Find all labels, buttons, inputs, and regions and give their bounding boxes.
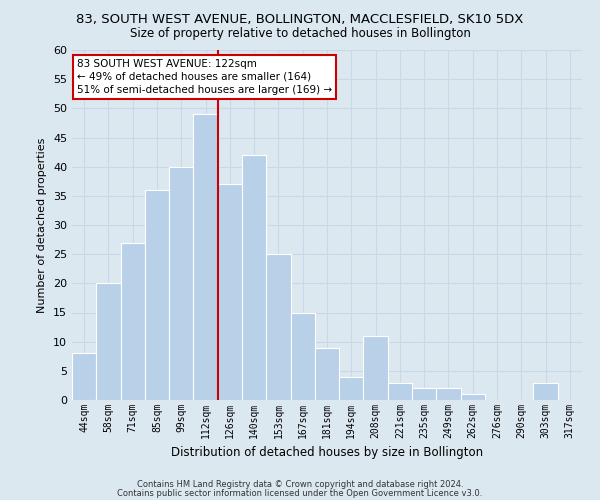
Text: 83 SOUTH WEST AVENUE: 122sqm
← 49% of detached houses are smaller (164)
51% of s: 83 SOUTH WEST AVENUE: 122sqm ← 49% of de… [77,58,332,95]
Bar [145,190,169,400]
Bar [218,184,242,400]
X-axis label: Distribution of detached houses by size in Bollington: Distribution of detached houses by size … [171,446,483,460]
Bar [193,114,218,400]
Text: 83, SOUTH WEST AVENUE, BOLLINGTON, MACCLESFIELD, SK10 5DX: 83, SOUTH WEST AVENUE, BOLLINGTON, MACCL… [76,12,524,26]
Y-axis label: Number of detached properties: Number of detached properties [37,138,47,312]
Text: Contains HM Land Registry data © Crown copyright and database right 2024.: Contains HM Land Registry data © Crown c… [137,480,463,489]
Bar [364,336,388,400]
Bar [242,155,266,400]
Bar [461,394,485,400]
Bar [388,382,412,400]
Bar [169,166,193,400]
Bar [96,284,121,400]
Bar [533,382,558,400]
Bar [412,388,436,400]
Bar [290,312,315,400]
Bar [315,348,339,400]
Bar [339,376,364,400]
Bar [121,242,145,400]
Bar [266,254,290,400]
Bar [72,354,96,400]
Bar [436,388,461,400]
Text: Contains public sector information licensed under the Open Government Licence v3: Contains public sector information licen… [118,489,482,498]
Text: Size of property relative to detached houses in Bollington: Size of property relative to detached ho… [130,28,470,40]
